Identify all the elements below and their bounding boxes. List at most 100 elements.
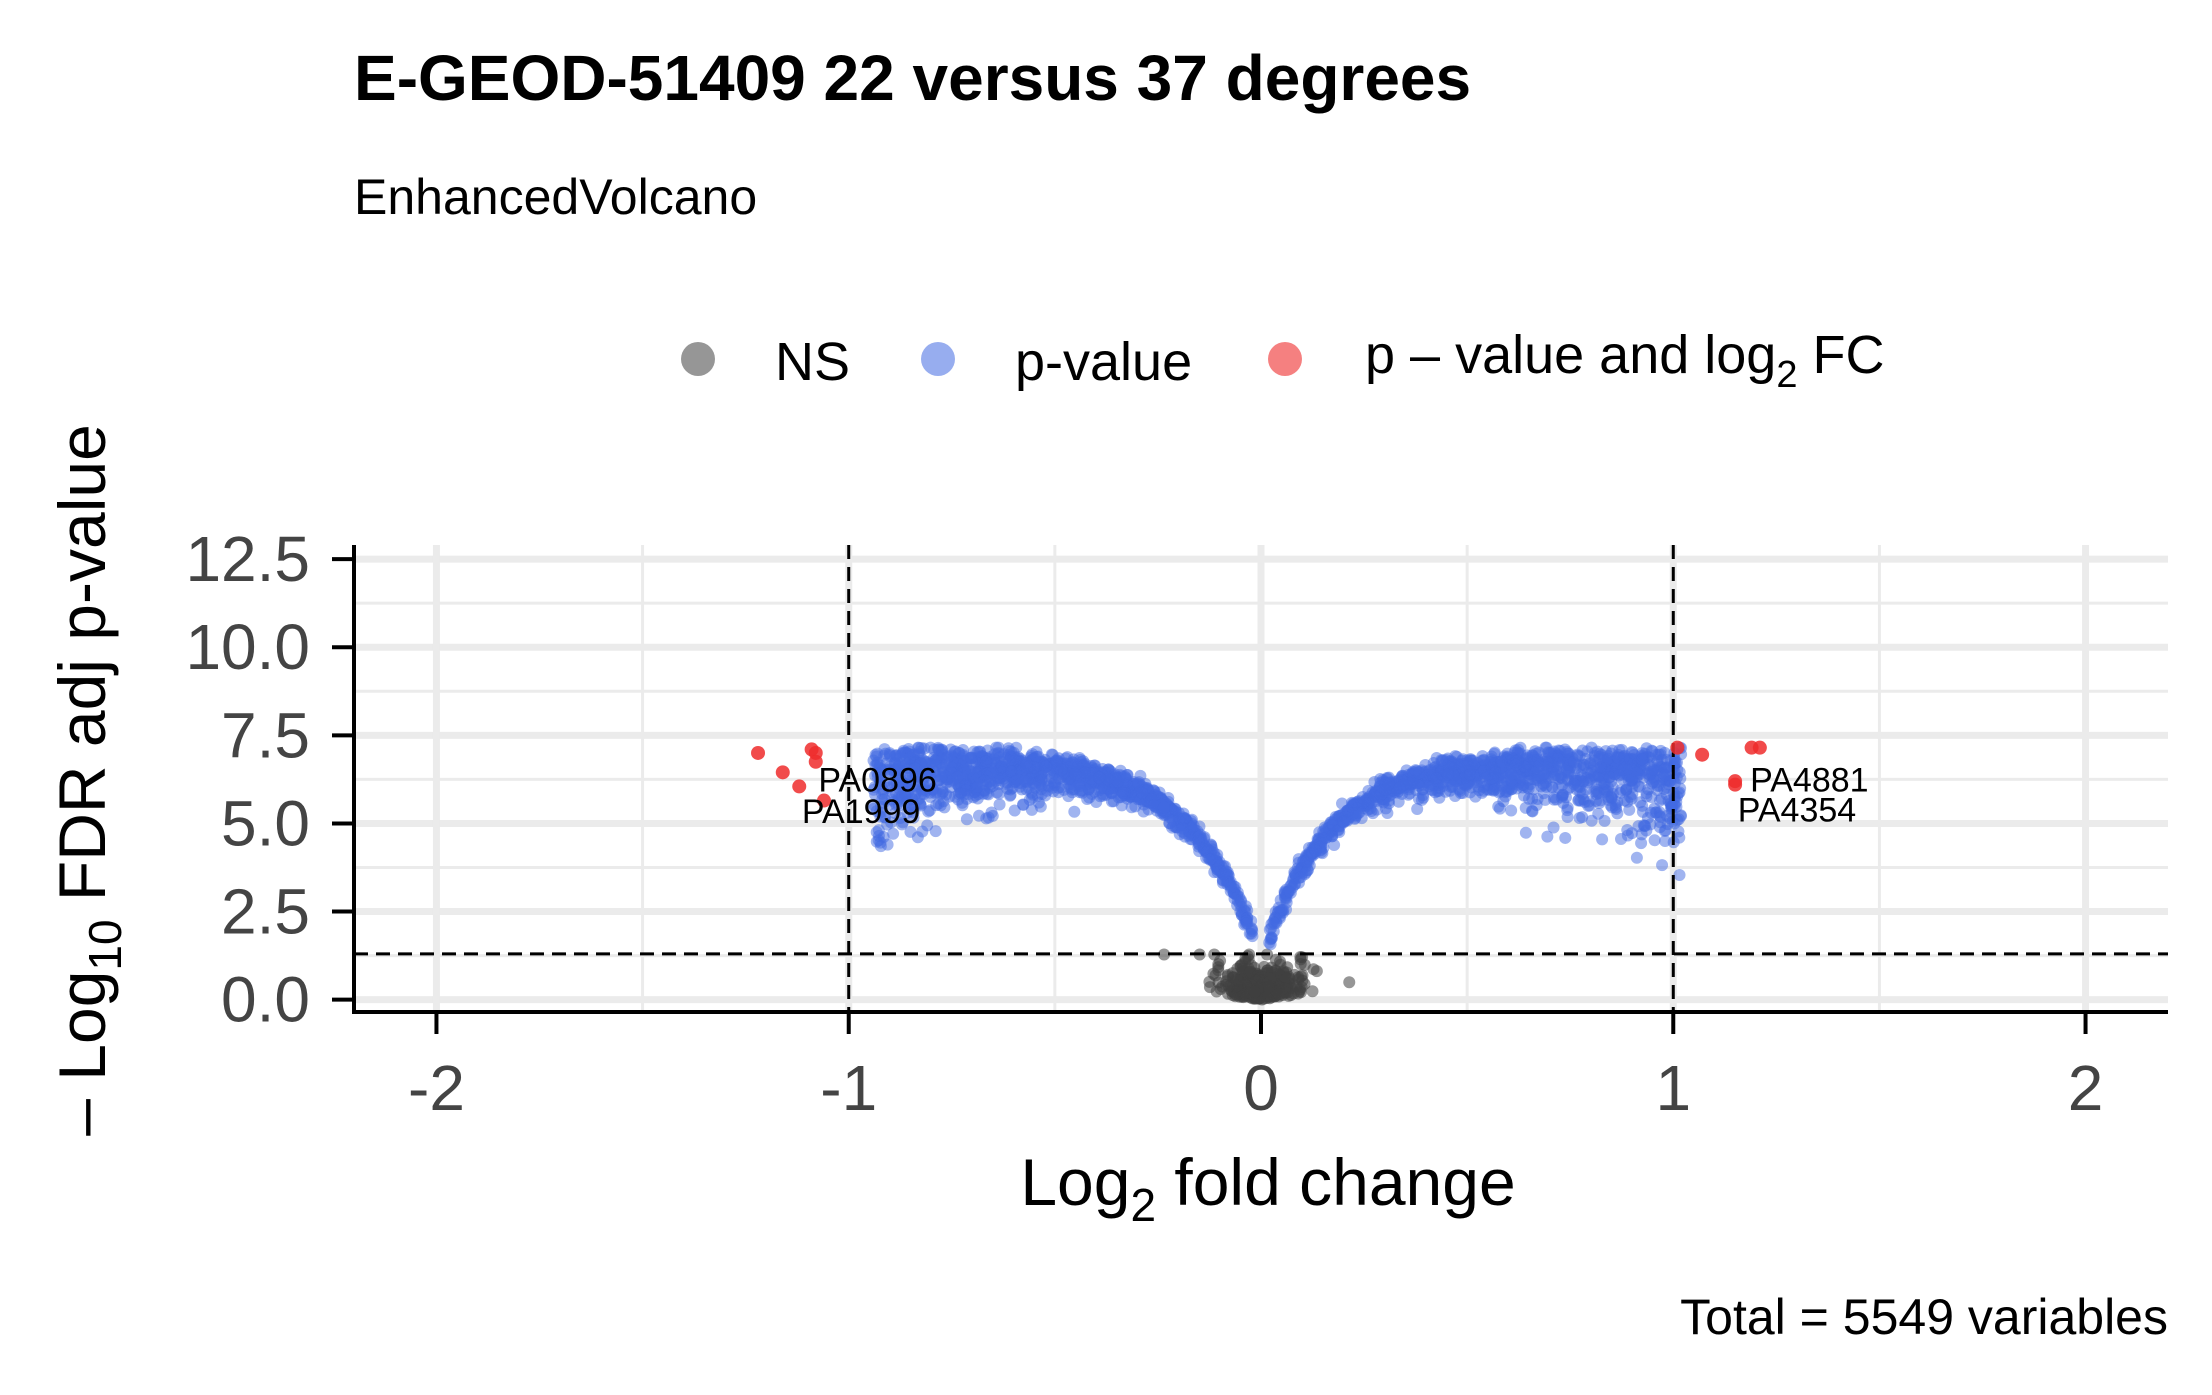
pvalue-point [1115,789,1128,802]
pvalue-point [923,804,936,817]
pvalue-point [878,811,891,824]
pvalue-point [1574,768,1587,781]
legend-pfc-label-sub: 2 [1776,354,1797,396]
pvalue-point [1074,784,1087,797]
pvalue-point [1659,769,1672,782]
pvalue-point [1356,796,1369,809]
ns-point [1272,988,1285,1001]
pvalue-point [1187,819,1200,832]
x-tick-label: -2 [408,1052,465,1124]
pvalue-point [1477,753,1490,766]
pvalue-point [971,792,984,805]
pvalue-point [1562,767,1575,780]
pvalue-point [870,826,883,839]
pvalue-point [1366,796,1379,809]
pvalue-point [1272,901,1285,914]
pvalue-point [1118,770,1131,783]
ns-point [1234,959,1247,972]
pvalue-point [1592,787,1605,800]
pvalue-point [1488,783,1501,796]
pvalue-point [1061,751,1074,764]
pvalue-point [1647,775,1660,788]
pvalue-point [1447,758,1460,771]
pvalue-point [1615,832,1628,845]
legend-ns-dot [681,342,715,376]
pvalue-point [1467,757,1480,770]
pvalue-point [982,811,995,824]
pvalue-point [1168,803,1181,816]
pvalue-point [1382,797,1395,810]
pvalue-point [1309,844,1322,857]
pvalue-point [1547,821,1560,834]
pvalue-point [1581,745,1594,758]
pvalue-point [945,766,958,779]
pvalue-point [999,777,1012,790]
pvalue-point [1229,881,1242,894]
pvalue-point [1612,752,1625,765]
pvalue-point [1573,812,1586,825]
y-tick-label: 7.5 [221,699,310,771]
pvalue-point [1157,801,1170,814]
pvalue-point [1017,798,1030,811]
pvalue-point [1648,834,1661,847]
legend-pfc-label: p – value and log2 FC [1365,325,1884,396]
pvalue-point [1018,775,1031,788]
pvalue-point [1411,802,1424,815]
pvalue-point [1633,780,1646,793]
pvalue-point [1646,764,1659,777]
pvalue-point [1550,793,1563,806]
pvalue-point [1068,805,1081,818]
significant-point [1752,740,1767,755]
gene-label: PA0896 [818,761,936,799]
pvalue-point [1541,830,1554,843]
pvalue-point [970,766,983,779]
pvalue-point [1477,781,1490,794]
pvalue-point [1441,768,1454,781]
pvalue-point [1567,778,1580,791]
legend: NS p-value p – value and log2 FC [681,325,1884,396]
ns-point [1243,966,1256,979]
pvalue-point [1552,757,1565,770]
pvalue-point [1093,771,1106,784]
pvalue-point [1658,824,1671,837]
significant-point [775,765,790,780]
gene-label: PA4354 [1738,791,1856,829]
pvalue-point [882,780,895,793]
ns-point [1306,985,1319,998]
pvalue-point [1592,807,1605,820]
pvalue-point [921,819,934,832]
pvalue-point [1317,825,1330,838]
ns-point [1231,974,1244,987]
pvalue-point [929,825,942,838]
pvalue-point [1412,767,1425,780]
pvalue-point [1039,760,1052,773]
pvalue-point [948,745,961,758]
pvalue-point [1653,794,1666,807]
pvalue-point [1635,749,1648,762]
pvalue-point [952,788,965,801]
pvalue-point [1176,822,1189,835]
legend-pfc-dot [1268,342,1302,376]
pvalue-point [1008,804,1021,817]
pvalue-point [907,811,920,824]
pvalue-point [1393,781,1406,794]
ns-point [1278,970,1291,983]
pvalue-point [1366,807,1379,820]
chart-title: E-GEOD-51409 22 versus 37 degrees [354,42,1471,114]
ns-point [1207,967,1220,980]
pvalue-point [1240,915,1253,928]
pvalue-point [1600,754,1613,767]
pvalue-point [1055,763,1068,776]
pvalue-point [1621,824,1634,837]
y-tick-label: 2.5 [221,876,310,948]
pvalue-point [988,748,1001,761]
pvalue-point [1559,831,1572,844]
significant-point [1670,740,1685,755]
gene-label: PA1999 [802,793,920,831]
legend-p-dot [921,342,955,376]
pvalue-point [1672,825,1685,838]
pvalue-point [1148,799,1161,812]
pvalue-point [1125,801,1138,814]
pvalue-point [1673,869,1686,882]
pvalue-point [901,796,914,809]
